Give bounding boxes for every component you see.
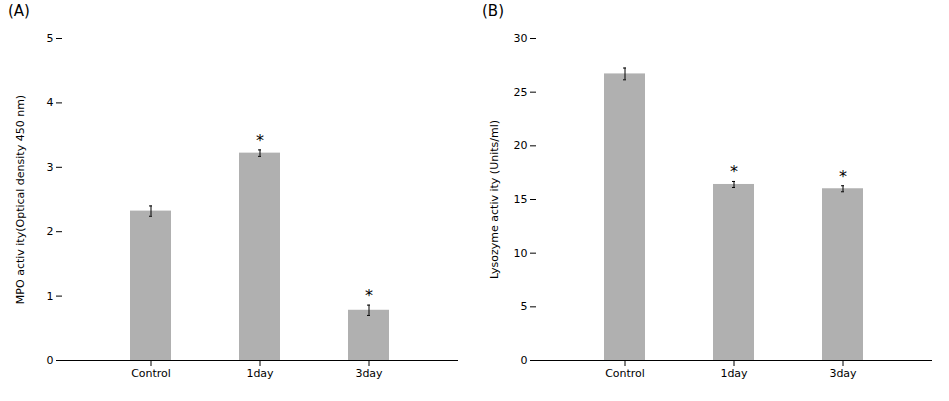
svg-text:20: 20: [514, 139, 528, 152]
svg-text:Lysozyme activ ity (Units/ml): Lysozyme activ ity (Units/ml): [488, 120, 501, 279]
svg-text:0: 0: [47, 354, 54, 367]
svg-text:30: 30: [514, 32, 528, 45]
svg-text:Control: Control: [131, 367, 171, 380]
svg-text:Control: Control: [605, 367, 645, 380]
svg-text:2: 2: [47, 225, 54, 238]
svg-text:15: 15: [514, 193, 528, 206]
svg-text:25: 25: [514, 86, 528, 99]
svg-text:10: 10: [514, 247, 528, 260]
svg-text:5: 5: [521, 300, 528, 313]
svg-text:3day: 3day: [355, 367, 383, 380]
svg-text:3: 3: [47, 161, 54, 174]
svg-text:*: *: [365, 286, 373, 305]
svg-text:*: *: [256, 131, 264, 150]
svg-text:1day: 1day: [720, 367, 748, 380]
html-text:(B): (B): [482, 2, 504, 20]
svg-text:4: 4: [47, 96, 54, 109]
html-text:(A): (A): [8, 2, 30, 20]
svg-text:1day: 1day: [246, 367, 274, 380]
svg-text:*: *: [730, 162, 738, 181]
svg-text:MPO activ ity(Optical density: MPO activ ity(Optical density 450 nm): [14, 95, 27, 304]
svg-text:*: *: [839, 167, 847, 186]
svg-text:1: 1: [47, 290, 54, 303]
svg-text:0: 0: [521, 354, 528, 367]
svg-text:3day: 3day: [829, 367, 857, 380]
svg-text:5: 5: [47, 32, 54, 45]
